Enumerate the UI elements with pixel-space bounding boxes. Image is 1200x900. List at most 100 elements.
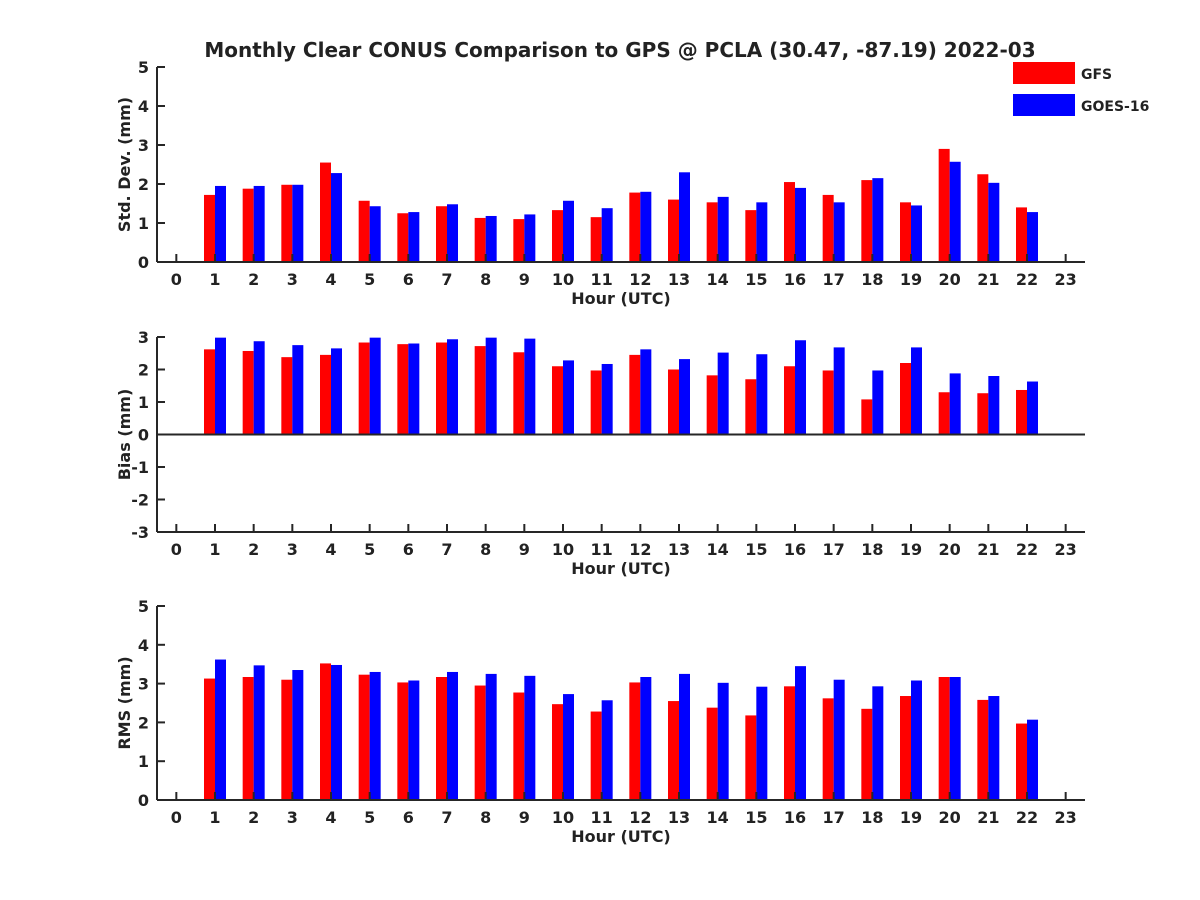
bar-gfs-bias-12 [629,354,641,435]
x-tick-label: 18 [861,270,883,289]
x-tick-label: 15 [745,540,767,559]
x-tick-label: 5 [364,808,375,827]
bar-goes-16-bias-2 [253,341,265,435]
x-tick-label: 1 [209,808,220,827]
legend: GFS GOES-16 [1013,62,1149,116]
bar-goes-16-rms-10 [563,694,574,800]
bar-goes-16-bias-14 [717,352,729,435]
x-axis-label: Hour (UTC) [571,827,671,846]
bar-goes-16-bias-16 [795,340,806,435]
x-tick-label: 12 [629,808,651,827]
x-tick-label: 2 [248,540,259,559]
bar-goes-16-bias-1 [215,337,226,435]
bar-gfs-stddev-12 [629,192,641,262]
bar-gfs-rms-16 [784,686,795,800]
bar-goes-16-rms-18 [872,686,884,800]
x-tick-label: 6 [403,540,414,559]
bar-gfs-rms-4 [320,663,331,800]
bar-goes-16-rms-1 [215,659,226,800]
bar-gfs-rms-17 [822,698,834,800]
bar-gfs-bias-11 [590,370,602,435]
x-tick-label: 13 [668,270,690,289]
x-tick-label: 14 [707,808,729,827]
x-tick-label: 21 [977,808,999,827]
bar-gfs-bias-22 [1016,389,1027,435]
bar-gfs-rms-9 [513,692,525,800]
bar-gfs-bias-19 [900,363,911,435]
bar-gfs-rms-19 [900,696,911,800]
x-tick-label: 13 [668,808,690,827]
x-tick-label: 19 [900,270,922,289]
bar-goes-16-stddev-7 [447,204,458,262]
x-tick-label: 3 [287,808,298,827]
bar-gfs-rms-5 [358,674,370,800]
bar-gfs-bias-6 [397,344,409,435]
bar-gfs-rms-2 [242,677,254,800]
bar-goes-16-stddev-18 [872,178,884,262]
y-tick-label: 2 [138,175,149,194]
bar-gfs-stddev-20 [938,148,950,262]
y-tick-label: 1 [138,752,149,771]
x-tick-label: 20 [939,808,961,827]
bar-gfs-rms-18 [861,708,873,800]
x-tick-label: 4 [325,540,336,559]
x-tick-label: 21 [977,540,999,559]
bar-gfs-stddev-19 [900,202,911,262]
bar-gfs-stddev-13 [668,199,679,262]
bar-goes-16-bias-4 [331,348,342,435]
bar-goes-16-rms-8 [485,673,497,800]
bar-gfs-bias-7 [436,342,447,435]
x-tick-label: 18 [861,540,883,559]
bar-goes-16-bias-22 [1027,381,1038,435]
y-tick-label: 1 [138,214,149,233]
bar-goes-16-bias-11 [601,363,613,435]
x-tick-label: 11 [591,540,613,559]
y-axis-label: Bias (mm) [115,389,134,481]
x-tick-label: 7 [441,540,452,559]
bar-goes-16-rms-19 [911,680,922,800]
bar-gfs-rms-7 [436,677,447,800]
bar-gfs-stddev-3 [281,184,293,262]
y-tick-label: -3 [131,523,149,542]
x-tick-label: 22 [1016,540,1038,559]
x-tick-label: 16 [784,808,806,827]
x-tick-label: 8 [480,270,491,289]
bar-goes-16-bias-8 [485,337,497,435]
bar-goes-16-rms-22 [1027,719,1038,800]
bar-gfs-stddev-21 [977,174,989,262]
bar-goes-16-rms-17 [833,679,845,800]
y-tick-label: 5 [138,58,149,77]
bar-gfs-bias-18 [861,399,873,435]
bar-gfs-rms-1 [204,678,215,800]
x-tick-label: 11 [591,270,613,289]
bar-gfs-stddev-17 [822,194,834,262]
bar-gfs-bias-15 [745,379,757,435]
y-axis-label: RMS (mm) [115,656,134,749]
bar-goes-16-bias-5 [369,337,381,435]
x-tick-label: 6 [403,270,414,289]
x-tick-label: 6 [403,808,414,827]
x-axis-label: Hour (UTC) [571,289,671,308]
bar-goes-16-stddev-1 [215,185,226,262]
bar-gfs-stddev-16 [784,182,795,262]
bar-goes-16-rms-21 [988,696,1000,800]
x-tick-label: 15 [745,808,767,827]
bar-goes-16-stddev-22 [1027,212,1038,262]
bar-goes-16-rms-13 [679,673,690,800]
bar-goes-16-stddev-4 [331,173,342,262]
bar-gfs-stddev-5 [358,200,370,262]
y-tick-label: 3 [138,675,149,694]
bar-gfs-bias-1 [204,349,215,435]
bar-goes-16-stddev-2 [253,185,265,262]
bar-gfs-stddev-2 [242,188,254,262]
bar-goes-16-rms-15 [756,686,768,800]
x-tick-label: 23 [1055,270,1077,289]
bar-gfs-stddev-8 [474,217,486,262]
bar-gfs-rms-14 [706,707,718,800]
x-tick-label: 1 [209,270,220,289]
bar-goes-16-rms-20 [949,677,961,800]
x-tick-label: 14 [707,540,729,559]
bar-gfs-rms-8 [474,685,486,800]
